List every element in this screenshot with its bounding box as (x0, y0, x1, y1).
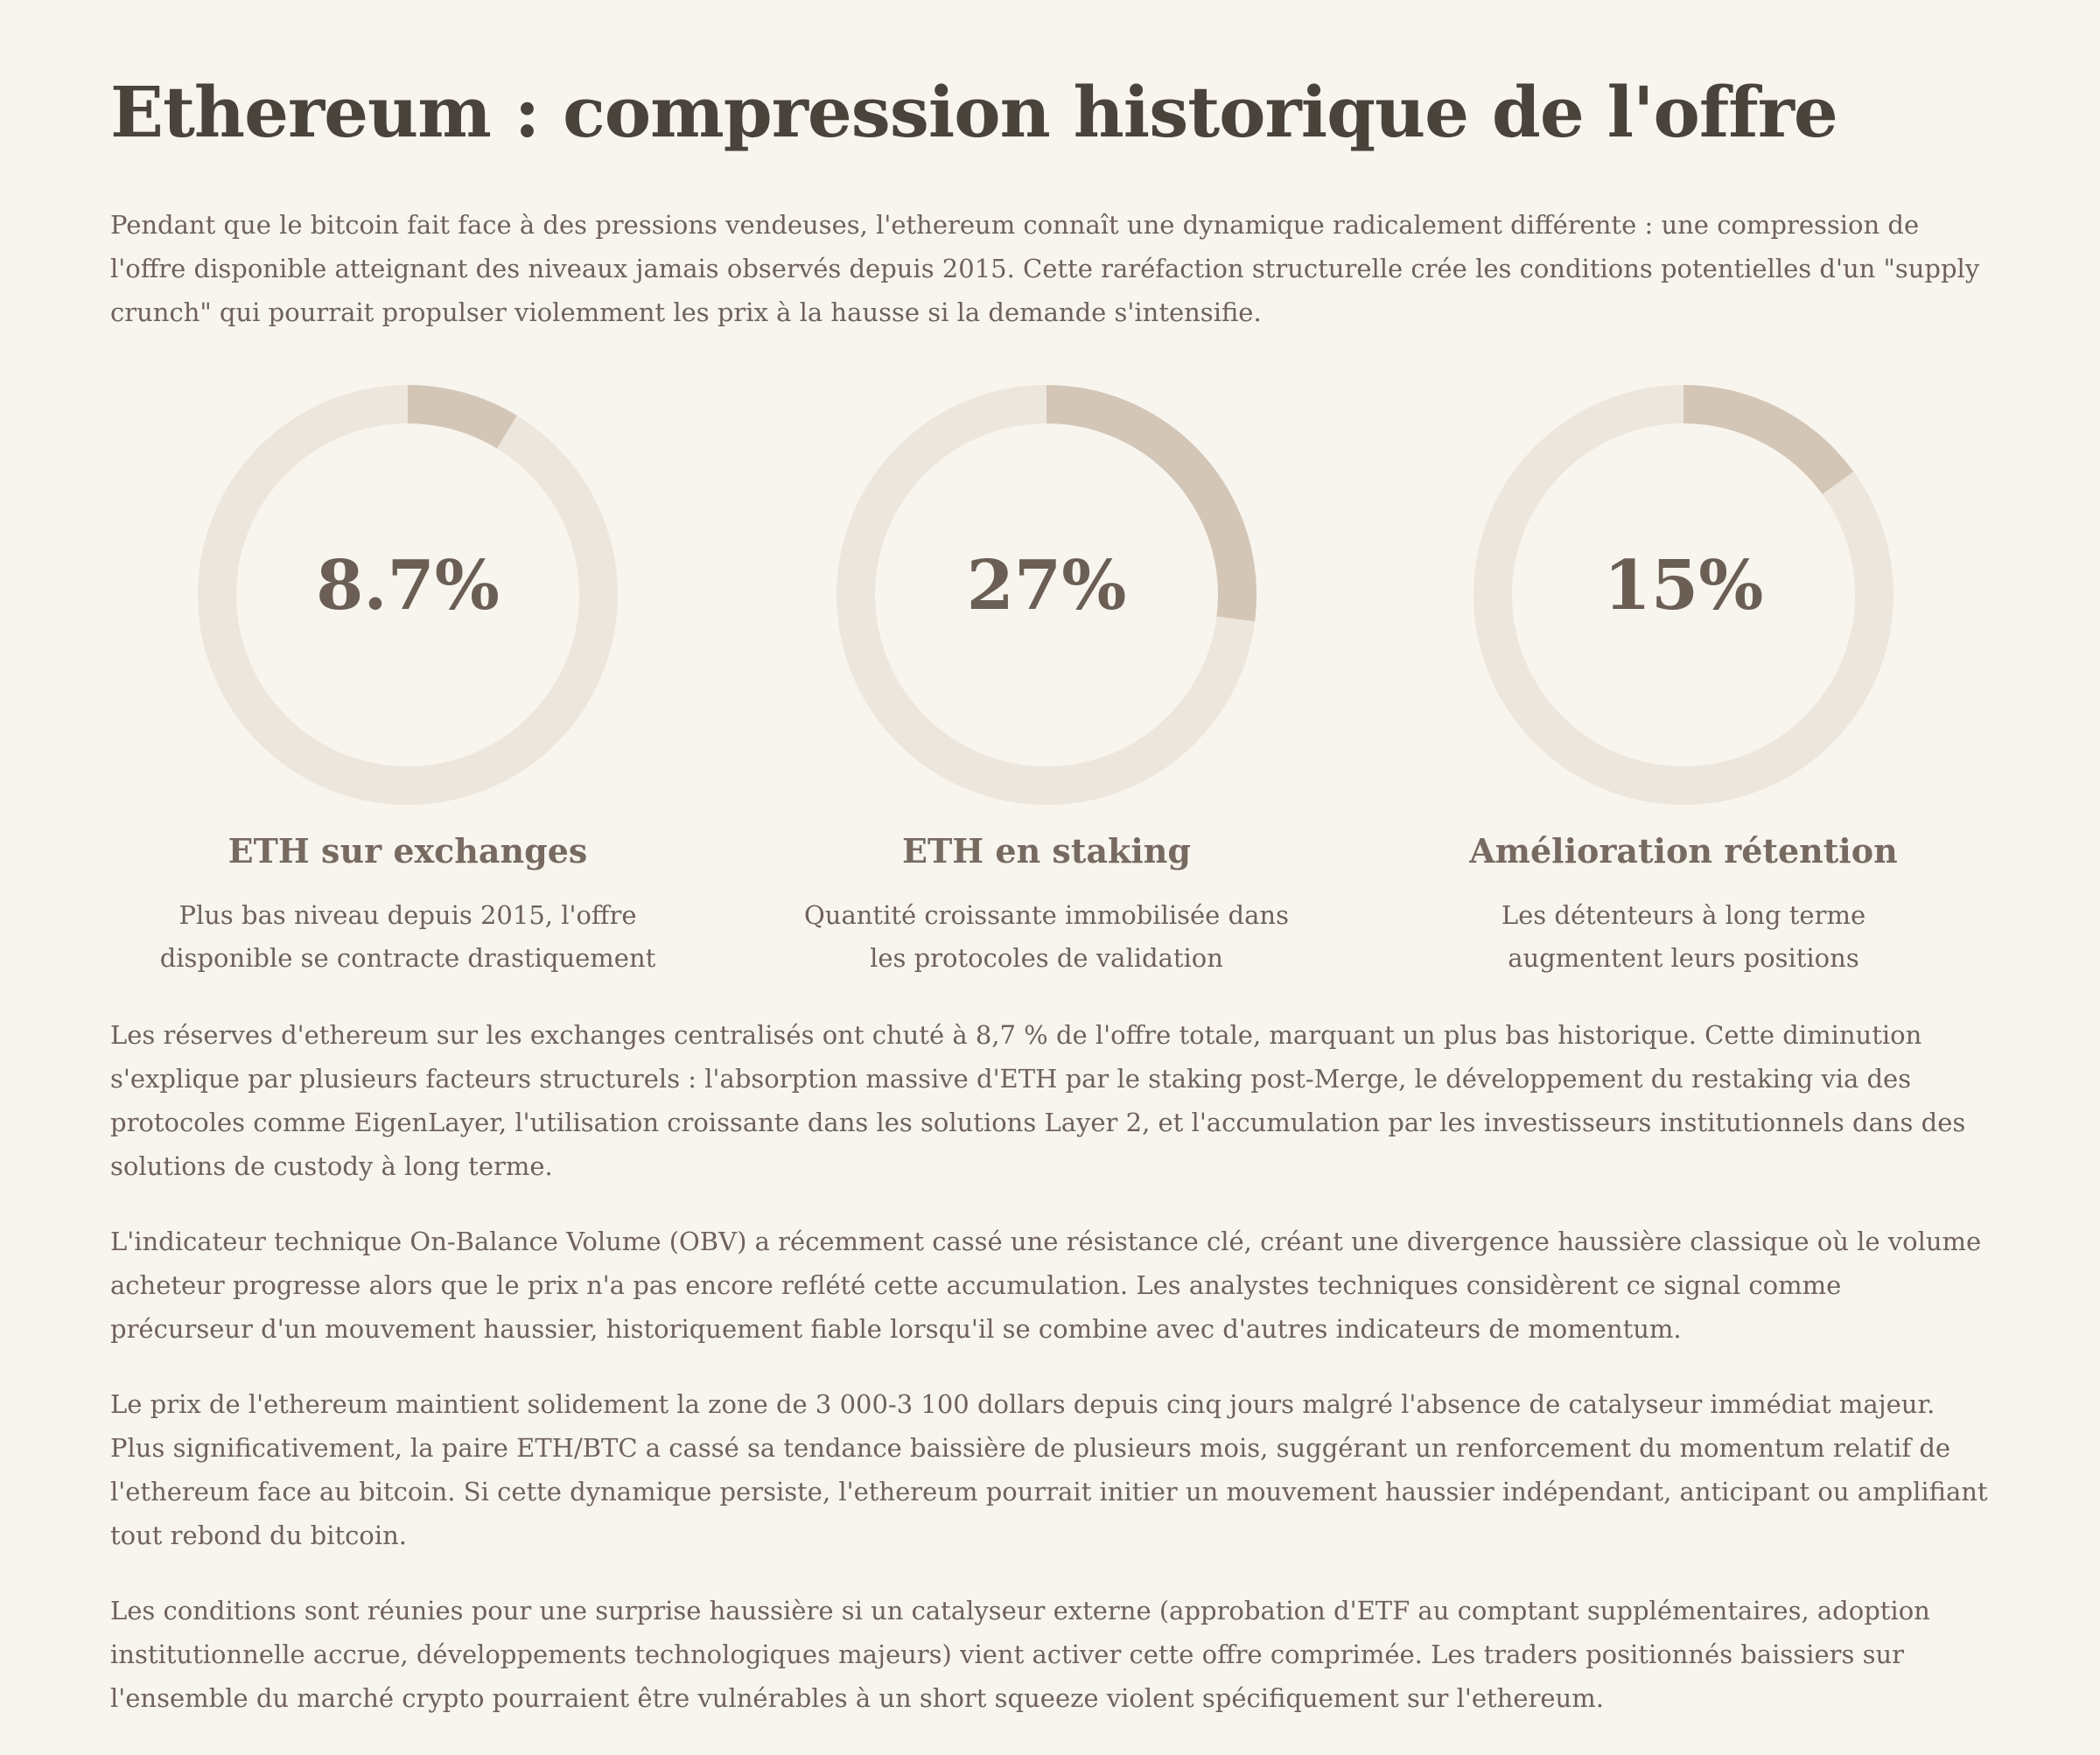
body-paragraph: Les conditions sont réunies pour une sur… (110, 1596, 1930, 1713)
stat-staking: 27% ETH en staking Quantité croissante i… (749, 385, 1344, 980)
donut-progress-arc (836, 385, 1256, 805)
stat-label: Amélioration rétention (1469, 831, 1898, 871)
article: Ethereum : compression historique de l'o… (110, 0, 1990, 1713)
page-title: Ethereum : compression historique de l'o… (110, 71, 1838, 153)
stat-description: Les détenteurs à long terme augmentent l… (1501, 900, 1866, 973)
body-paragraph: Le prix de l'ethereum maintient solideme… (110, 1389, 1988, 1550)
stat-description: Plus bas niveau depuis 2015, l'offre dis… (159, 900, 656, 973)
stat-description: Quantité croissante immobilisée dans les… (804, 900, 1289, 973)
stat-retention: 15% Amélioration rétention Les détenteur… (1386, 385, 1981, 980)
donut-progress-arc (198, 385, 618, 805)
body-text: Les réserves d'ethereum sur les exchange… (110, 1013, 1990, 1752)
donut-retention (1474, 385, 1894, 805)
stats-row: 8.7% ETH sur exchanges Plus bas niveau d… (110, 385, 1990, 980)
donut-staking (836, 385, 1256, 805)
body-paragraph: Les réserves d'ethereum sur les exchange… (110, 1020, 1966, 1181)
stat-label: ETH en staking (902, 831, 1191, 871)
stat-value: 8.7% (316, 546, 500, 626)
stat-value: 15% (1603, 546, 1764, 626)
stat-value: 27% (966, 546, 1127, 626)
donut-progress-arc (1474, 385, 1894, 805)
donut-exchanges (198, 385, 618, 805)
stat-label: ETH sur exchanges (228, 831, 588, 871)
body-paragraph: L'indicateur technique On-Balance Volume… (110, 1227, 1982, 1344)
stat-exchanges: 8.7% ETH sur exchanges Plus bas niveau d… (110, 385, 705, 980)
intro-paragraph: Pendant que le bitcoin fait face à des p… (110, 210, 1980, 327)
